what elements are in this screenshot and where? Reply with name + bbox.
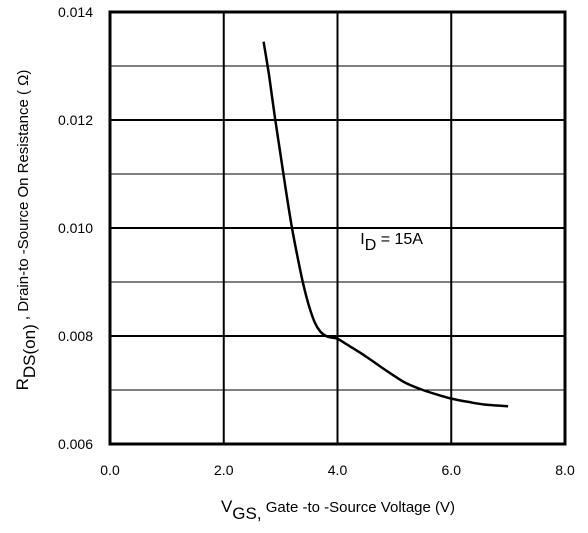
x-tick-label: 2.0 <box>214 462 234 478</box>
x-tick-label: 4.0 <box>328 462 348 478</box>
annotation-current: ID = 15A <box>360 231 423 254</box>
y-tick-label: 0.006 <box>58 436 93 452</box>
annotation-main: I <box>360 231 364 248</box>
x-label-main: V <box>221 497 233 516</box>
x-tick-label: 6.0 <box>442 462 462 478</box>
y-tick-label: 0.008 <box>58 328 93 344</box>
x-label-rest: Gate -to -Source Voltage (V) <box>262 499 455 516</box>
x-tick-labels: 0.0 2.0 4.0 6.0 8.0 <box>100 462 575 478</box>
x-tick-label: 0.0 <box>100 462 120 478</box>
y-label-main: R <box>13 378 32 390</box>
y-label-sub: DS(on) <box>20 324 39 378</box>
plot-frame <box>108 10 567 446</box>
x-label-sub: GS, <box>232 504 261 523</box>
annotation-sub: D <box>365 237 377 254</box>
grid <box>110 12 565 444</box>
y-tick-label: 0.014 <box>58 4 93 20</box>
series-line <box>262 41 509 408</box>
x-tick-label: 8.0 <box>555 462 575 478</box>
y-axis-label: RDS(on) , Drain-to -Source On Resistance… <box>13 70 39 391</box>
x-axis-label: VGS, Gate -to -Source Voltage (V) <box>221 497 455 523</box>
y-tick-label: 0.010 <box>58 220 93 236</box>
y-label-rest: , Drain-to -Source On Resistance ( Ω) <box>15 70 32 325</box>
y-tick-label: 0.012 <box>58 112 93 128</box>
y-tick-labels: 0.006 0.008 0.010 0.012 0.014 <box>58 4 93 452</box>
annotation-rest: = 15A <box>376 231 423 248</box>
